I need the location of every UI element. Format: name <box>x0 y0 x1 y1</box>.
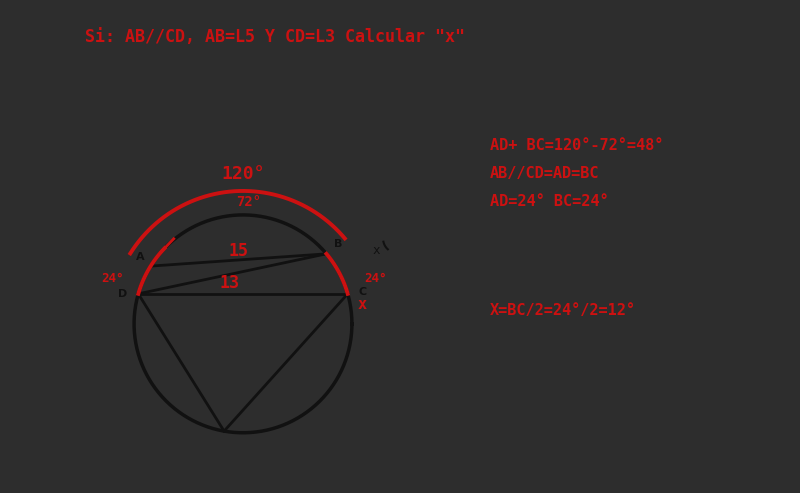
Text: 13: 13 <box>220 274 240 292</box>
Text: 120°: 120° <box>222 165 265 182</box>
Text: A: A <box>135 252 144 262</box>
Text: D: D <box>118 289 127 299</box>
Text: x: x <box>358 297 366 312</box>
Text: X=BC/2=24°/2=12°: X=BC/2=24°/2=12° <box>490 303 636 318</box>
Text: AD=24° BC=24°: AD=24° BC=24° <box>490 194 609 209</box>
Text: 15: 15 <box>229 242 249 260</box>
Text: AD+ BC=120°-72°=48°: AD+ BC=120°-72°=48° <box>490 138 663 153</box>
Text: B: B <box>334 240 342 249</box>
Text: x: x <box>373 244 380 257</box>
Text: 72°: 72° <box>236 195 261 209</box>
Text: 24°: 24° <box>101 272 123 284</box>
Text: AB//CD=AD=BC: AB//CD=AD=BC <box>490 166 599 181</box>
Text: C: C <box>358 286 366 297</box>
Text: Si: AB//CD, AB=L5 Y CD=L3 Calcular "x": Si: AB//CD, AB=L5 Y CD=L3 Calcular "x" <box>85 28 465 46</box>
Text: 24°: 24° <box>365 272 387 284</box>
